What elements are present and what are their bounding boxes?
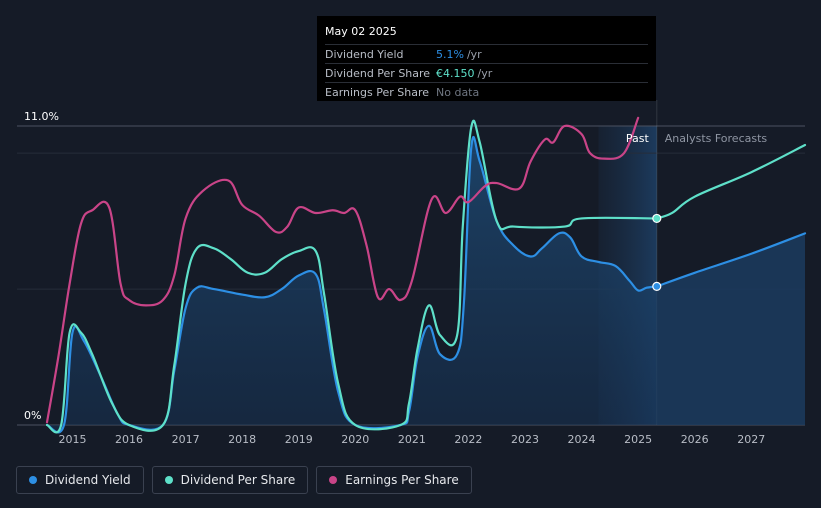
x-tick-label: 2027 xyxy=(737,433,765,446)
dividend-yield-forecast-area xyxy=(656,233,805,425)
legend-dot-icon xyxy=(329,476,338,484)
dividend-per-share-forecast-line xyxy=(655,143,807,220)
dividend-yield-area xyxy=(47,136,657,433)
tooltip-row-earnings-per-share: Earnings Per Share No data xyxy=(325,82,648,101)
tooltip-label: Earnings Per Share xyxy=(325,85,430,99)
y-axis-label-bottom: 0% xyxy=(24,409,41,422)
x-tick-label: 2022 xyxy=(454,433,482,446)
dividend-per-share-line xyxy=(45,119,658,434)
tooltip-date: May 02 2025 xyxy=(325,25,397,38)
legend-dot-icon xyxy=(164,476,173,484)
tooltip-label: Dividend Per Share xyxy=(325,66,431,80)
legend-label: Dividend Per Share xyxy=(180,473,296,487)
x-tick-label: 2021 xyxy=(398,433,426,446)
dividend-yield-marker xyxy=(652,281,662,291)
tooltip-unit: /yr xyxy=(466,47,482,61)
x-tick-label: 2019 xyxy=(285,433,313,446)
legend-dot-icon xyxy=(29,476,37,484)
forecast-label: Analysts Forecasts xyxy=(665,132,768,145)
legend-item-earnings-per-share[interactable]: Earnings Per Share xyxy=(316,466,472,494)
x-tick-label: 2024 xyxy=(568,433,596,446)
x-tick-label: 2020 xyxy=(341,433,369,446)
tooltip-label: Dividend Yield xyxy=(325,47,404,61)
earnings-per-share-line xyxy=(45,116,640,424)
tooltip-row-dividend-yield: Dividend Yield 5.1% /yr xyxy=(325,44,648,63)
legend: Dividend Yield Dividend Per Share Earnin… xyxy=(16,466,472,494)
x-tick-label: 2018 xyxy=(228,433,256,446)
tooltip-row-dividend-per-share: Dividend Per Share €4.150 /yr xyxy=(325,63,648,82)
tooltip-value: €4.150 xyxy=(436,66,475,80)
legend-item-dividend-per-share[interactable]: Dividend Per Share xyxy=(151,466,309,494)
past-label: Past xyxy=(626,132,650,145)
x-tick-label: 2015 xyxy=(58,433,86,446)
x-tick-label: 2026 xyxy=(681,433,709,446)
y-axis-label-top: 11.0% xyxy=(24,110,59,123)
x-tick-label: 2017 xyxy=(172,433,200,446)
x-tick-label: 2023 xyxy=(511,433,539,446)
legend-label: Dividend Yield xyxy=(45,473,131,487)
legend-label: Earnings Per Share xyxy=(345,473,459,487)
tooltip-unit: /yr xyxy=(477,66,493,80)
legend-item-dividend-yield[interactable]: Dividend Yield xyxy=(16,466,144,494)
dividend-per-share-marker xyxy=(652,213,662,224)
x-tick-label: 2016 xyxy=(115,433,143,446)
x-tick-label: 2025 xyxy=(624,433,652,446)
tooltip-value: 5.1% xyxy=(436,47,464,61)
tooltip: May 02 2025 Dividend Yield 5.1% /yr Divi… xyxy=(317,16,656,101)
tooltip-value: No data xyxy=(436,85,480,99)
dividend-yield-forecast-line xyxy=(655,232,807,288)
